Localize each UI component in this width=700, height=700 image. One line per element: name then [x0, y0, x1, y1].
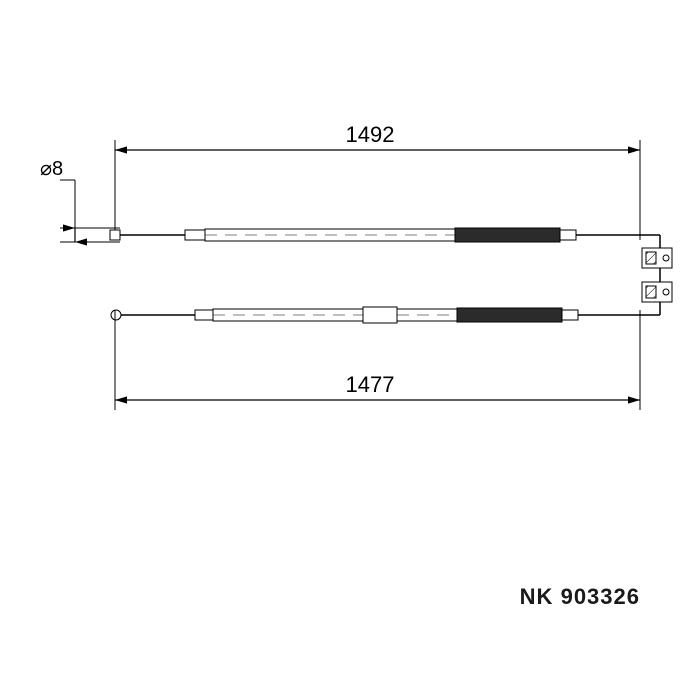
brand-make: NK — [520, 584, 554, 609]
dimension-bottom-value: 1477 — [346, 372, 395, 397]
technical-drawing: 1492 ⌀8 — [30, 30, 670, 670]
dimension-bottom: 1477 — [115, 310, 640, 410]
dimension-diameter: ⌀8 — [40, 158, 120, 242]
brand-part-number: 903326 — [561, 584, 640, 609]
part-label: NK 903326 — [520, 584, 640, 610]
dimension-top: 1492 — [115, 122, 640, 240]
drawing-svg: 1492 ⌀8 — [30, 30, 690, 490]
dimension-top-value: 1492 — [346, 122, 395, 147]
cable-top — [110, 228, 645, 242]
dimension-dia-value: ⌀8 — [40, 158, 63, 180]
cable-bottom — [111, 307, 645, 323]
bracket-assembly — [642, 235, 672, 315]
